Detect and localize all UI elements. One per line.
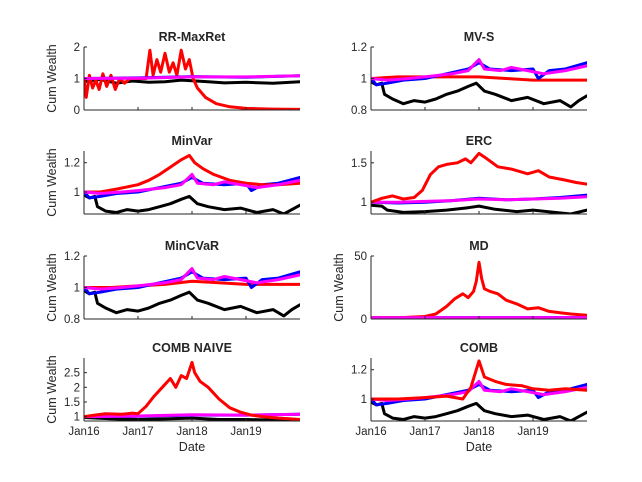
x-axis-label: Date <box>466 440 492 454</box>
y-tick-label: 1.2 <box>351 365 367 377</box>
panel-title: RR-MaxRet <box>159 30 227 44</box>
panel-mincvar: 0.8 1 1.2 MinCVaR Cum Wealth <box>45 239 300 326</box>
y-tick-label: 2 <box>74 42 80 54</box>
series-black-line <box>371 80 587 109</box>
series-red-line <box>84 360 300 421</box>
series-blue-line <box>84 270 300 296</box>
panel-comb: 1 1.2 Jan16 Jan17 Jan18 Jan19 COMB Date <box>351 341 587 454</box>
y-tick-label: 1 <box>361 197 367 209</box>
y-tick-label: 0.8 <box>64 314 80 326</box>
y-tick-label: 1 <box>361 394 367 406</box>
y-tick-label: 1 <box>74 412 80 424</box>
y-tick-label: 1.2 <box>64 158 80 170</box>
y-axis-label: Cum Wealth <box>45 148 59 217</box>
x-tick-label: Jan18 <box>176 426 207 438</box>
panel-rr-maxret: 0 1 2 RR-MaxRet Cum Wealth <box>45 30 300 117</box>
x-tick-label: Jan16 <box>68 426 99 438</box>
series-group <box>84 153 300 214</box>
x-tick-label: Jan17 <box>122 426 153 438</box>
panel-title: COMB <box>460 341 498 355</box>
series-red-line <box>84 153 300 194</box>
series-magenta-line <box>84 267 300 291</box>
y-tick-label: 1 <box>361 74 367 86</box>
y-tick-label: 1 <box>74 283 80 295</box>
y-tick-label: 1.5 <box>351 158 367 170</box>
series-group <box>84 267 300 318</box>
series-group <box>84 360 300 421</box>
series-red-line <box>371 260 587 319</box>
y-axis-label: Cum Wealth <box>45 355 59 424</box>
panel-title: MinCVaR <box>165 239 219 253</box>
y-axis-label: Cum Wealth <box>45 44 59 113</box>
series-red-line <box>371 75 587 82</box>
panel-title: COMB NAIVE <box>152 341 232 355</box>
series-black-line <box>84 193 300 214</box>
series-group <box>371 359 587 421</box>
panel-title: MD <box>469 239 488 253</box>
y-axis-label: Cum Wealth <box>332 253 346 322</box>
x-tick-label: Jan19 <box>230 426 261 438</box>
series-magenta-line <box>371 58 587 82</box>
y-tick-label: 1 <box>74 74 80 86</box>
y-tick-label: 0 <box>361 314 367 326</box>
x-tick-label: Jan16 <box>355 426 386 438</box>
series-black-line <box>371 203 587 214</box>
y-tick-label: 1.2 <box>351 42 367 54</box>
series-magenta-line <box>371 195 587 204</box>
y-tick-label: 1.5 <box>64 397 80 409</box>
y-tick-label: 0 <box>74 105 80 117</box>
y-tick-label: 1.2 <box>64 251 80 263</box>
series-magenta-line <box>84 172 300 195</box>
y-tick-label: 0.8 <box>351 105 367 117</box>
x-axis-label: Date <box>179 440 205 454</box>
panel-title: ERC <box>466 134 492 148</box>
y-tick-label: 50 <box>354 251 367 263</box>
x-tick-label: Jan18 <box>463 426 494 438</box>
panel-minvar: 1 1.2 MinVar Cum Wealth <box>45 134 300 217</box>
series-group <box>371 260 587 319</box>
series-black-line <box>371 400 587 421</box>
x-tick-label: Jan17 <box>409 426 440 438</box>
panel-mv-s: 0.8 1 1.2 MV-S <box>351 30 587 117</box>
panel-comb-naive: 1 1.5 2 2.5 Jan16 Jan17 Jan18 Jan19 COMB NAIVE Cu… <box>45 341 300 454</box>
series-group <box>371 151 587 214</box>
series-red-line <box>371 359 587 401</box>
y-tick-label: 2.5 <box>64 368 80 380</box>
panel-title: MinVar <box>172 134 213 148</box>
series-group <box>84 48 300 110</box>
series-red-line <box>371 151 587 204</box>
panel-md: 0 50 MD Cum Wealth <box>332 239 587 326</box>
series-black-line <box>84 289 300 318</box>
y-axis-label: Cum Wealth <box>45 253 59 322</box>
x-tick-label: Jan19 <box>517 426 548 438</box>
panel-title: MV-S <box>464 30 495 44</box>
panel-erc: 1 1.5 ERC <box>351 134 587 215</box>
series-magenta-line <box>84 412 300 419</box>
y-tick-label: 2 <box>74 382 80 394</box>
y-tick-label: 1 <box>74 187 80 199</box>
series-group <box>371 58 587 109</box>
series-magenta-line <box>84 74 300 80</box>
